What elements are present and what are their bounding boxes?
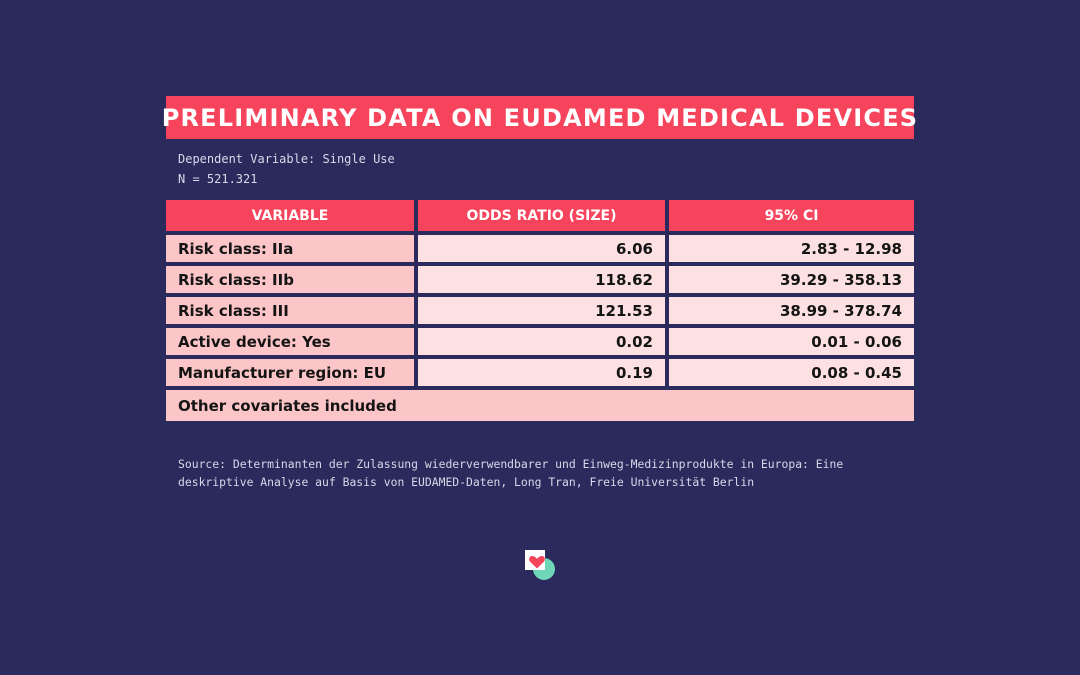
table-row: Risk class: III 121.53 38.99 - 378.74: [166, 297, 914, 328]
odds-ratio-cell: 0.19: [414, 359, 665, 390]
variable-cell: Manufacturer region: EU: [166, 359, 414, 390]
odds-ratio-cell: 118.62: [414, 266, 665, 297]
odds-ratio-cell: 0.02: [414, 328, 665, 359]
table-row: Active device: Yes 0.02 0.01 - 0.06: [166, 328, 914, 359]
ci-cell: 38.99 - 378.74: [665, 297, 914, 328]
header-variable: VARIABLE: [166, 200, 414, 235]
odds-ratio-cell: 6.06: [414, 235, 665, 266]
header-odds-ratio: ODDS RATIO (SIZE): [414, 200, 665, 235]
table-row: Manufacturer region: EU 0.19 0.08 - 0.45: [166, 359, 914, 390]
variable-cell: Risk class: III: [166, 297, 414, 328]
table-footer-row: Other covariates included: [166, 390, 914, 421]
ci-cell: 39.29 - 358.13: [665, 266, 914, 297]
header-ci: 95% CI: [665, 200, 914, 235]
logo-heart: [529, 556, 545, 569]
odds-ratio-cell: 121.53: [414, 297, 665, 328]
dependent-variable-label: Dependent Variable: Single Use: [178, 152, 395, 166]
sample-size-label: N = 521.321: [178, 172, 258, 186]
covariates-note: Other covariates included: [166, 390, 914, 421]
results-table: VARIABLE ODDS RATIO (SIZE) 95% CI Risk c…: [166, 200, 914, 421]
table-row: Risk class: IIa 6.06 2.83 - 12.98: [166, 235, 914, 266]
heart-logo-icon: [525, 550, 555, 580]
table-row: Risk class: IIb 118.62 39.29 - 358.13: [166, 266, 914, 297]
ci-cell: 0.01 - 0.06: [665, 328, 914, 359]
variable-cell: Risk class: IIb: [166, 266, 414, 297]
page-title: PRELIMINARY DATA ON EUDAMED MEDICAL DEVI…: [161, 103, 919, 132]
source-citation: Source: Determinanten der Zulassung wied…: [178, 457, 844, 489]
title-bar: PRELIMINARY DATA ON EUDAMED MEDICAL DEVI…: [162, 96, 917, 139]
ci-cell: 0.08 - 0.45: [665, 359, 914, 390]
variable-cell: Active device: Yes: [166, 328, 414, 359]
title-panel: PRELIMINARY DATA ON EUDAMED MEDICAL DEVI…: [162, 96, 917, 189]
meta-info: Dependent Variable: Single Use N = 521.3…: [166, 149, 914, 189]
variable-cell: Risk class: IIa: [166, 235, 414, 266]
ci-cell: 2.83 - 12.98: [665, 235, 914, 266]
table-header-row: VARIABLE ODDS RATIO (SIZE) 95% CI: [166, 200, 914, 235]
